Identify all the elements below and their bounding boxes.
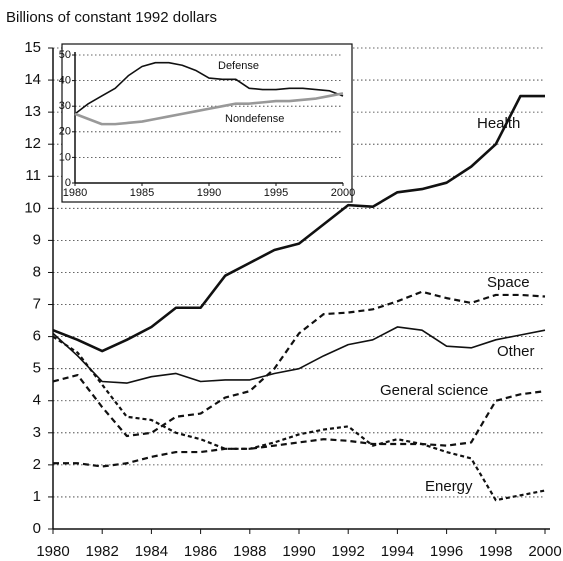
y-tick-label: 2 — [33, 456, 41, 473]
x-tick-label: 2000 — [528, 543, 561, 560]
x-tick-label: 1990 — [197, 187, 221, 199]
y-tick-label: 0 — [65, 177, 71, 189]
y-tick-label: 10 — [59, 151, 71, 163]
x-tick-label: 1988 — [233, 543, 266, 560]
y-tick-label: 11 — [25, 167, 41, 184]
x-tick-label: 1992 — [332, 543, 365, 560]
y-tick-label: 13 — [24, 103, 41, 120]
y-axis-label: Billions of constant 1992 dollars — [6, 9, 217, 26]
x-tick-label: 1996 — [430, 543, 463, 560]
y-tick-label: 14 — [24, 71, 41, 88]
y-tick-label: 6 — [33, 328, 41, 345]
series-line — [52, 335, 546, 502]
series-label: Energy — [425, 478, 473, 495]
series-line — [52, 290, 546, 438]
y-tick-label: 15 — [24, 39, 41, 56]
series-label: Nondefense — [225, 113, 284, 125]
series-line — [74, 92, 344, 126]
series-line — [74, 61, 344, 115]
x-tick-label: 2000 — [331, 187, 355, 199]
y-tick-label: 10 — [24, 199, 41, 216]
x-tick-label: 1998 — [479, 543, 512, 560]
y-tick-label: 30 — [59, 100, 71, 112]
y-tick-label: 40 — [59, 75, 71, 87]
x-tick-label: 1980 — [63, 187, 87, 199]
y-tick-label: 3 — [33, 424, 41, 441]
x-tick-label: 1982 — [86, 543, 119, 560]
series-label: Defense — [218, 60, 259, 72]
series-line — [53, 390, 546, 468]
x-tick-label: 1990 — [282, 543, 315, 560]
series-label: Other — [497, 343, 535, 360]
series-line — [52, 326, 546, 384]
x-tick-label: 1994 — [381, 543, 414, 560]
y-tick-label: 7 — [33, 296, 41, 313]
y-tick-label: 5 — [33, 360, 41, 377]
x-tick-label: 1986 — [184, 543, 217, 560]
y-tick-label: 8 — [33, 263, 41, 280]
y-tick-label: 1 — [33, 488, 41, 505]
series-label: General science — [380, 382, 488, 399]
y-tick-label: 4 — [33, 392, 41, 409]
y-tick-label: 20 — [59, 126, 71, 138]
y-tick-label: 0 — [33, 520, 41, 537]
x-tick-label: 1984 — [135, 543, 168, 560]
y-tick-label: 9 — [33, 231, 41, 248]
series-line — [52, 94, 545, 353]
series-label: Space — [487, 274, 530, 291]
y-tick-label: 12 — [24, 135, 41, 152]
x-tick-label: 1980 — [36, 543, 69, 560]
x-tick-label: 1995 — [264, 187, 288, 199]
series-label: Health — [477, 115, 520, 132]
y-tick-label: 50 — [59, 49, 71, 61]
x-tick-label: 1985 — [130, 187, 154, 199]
